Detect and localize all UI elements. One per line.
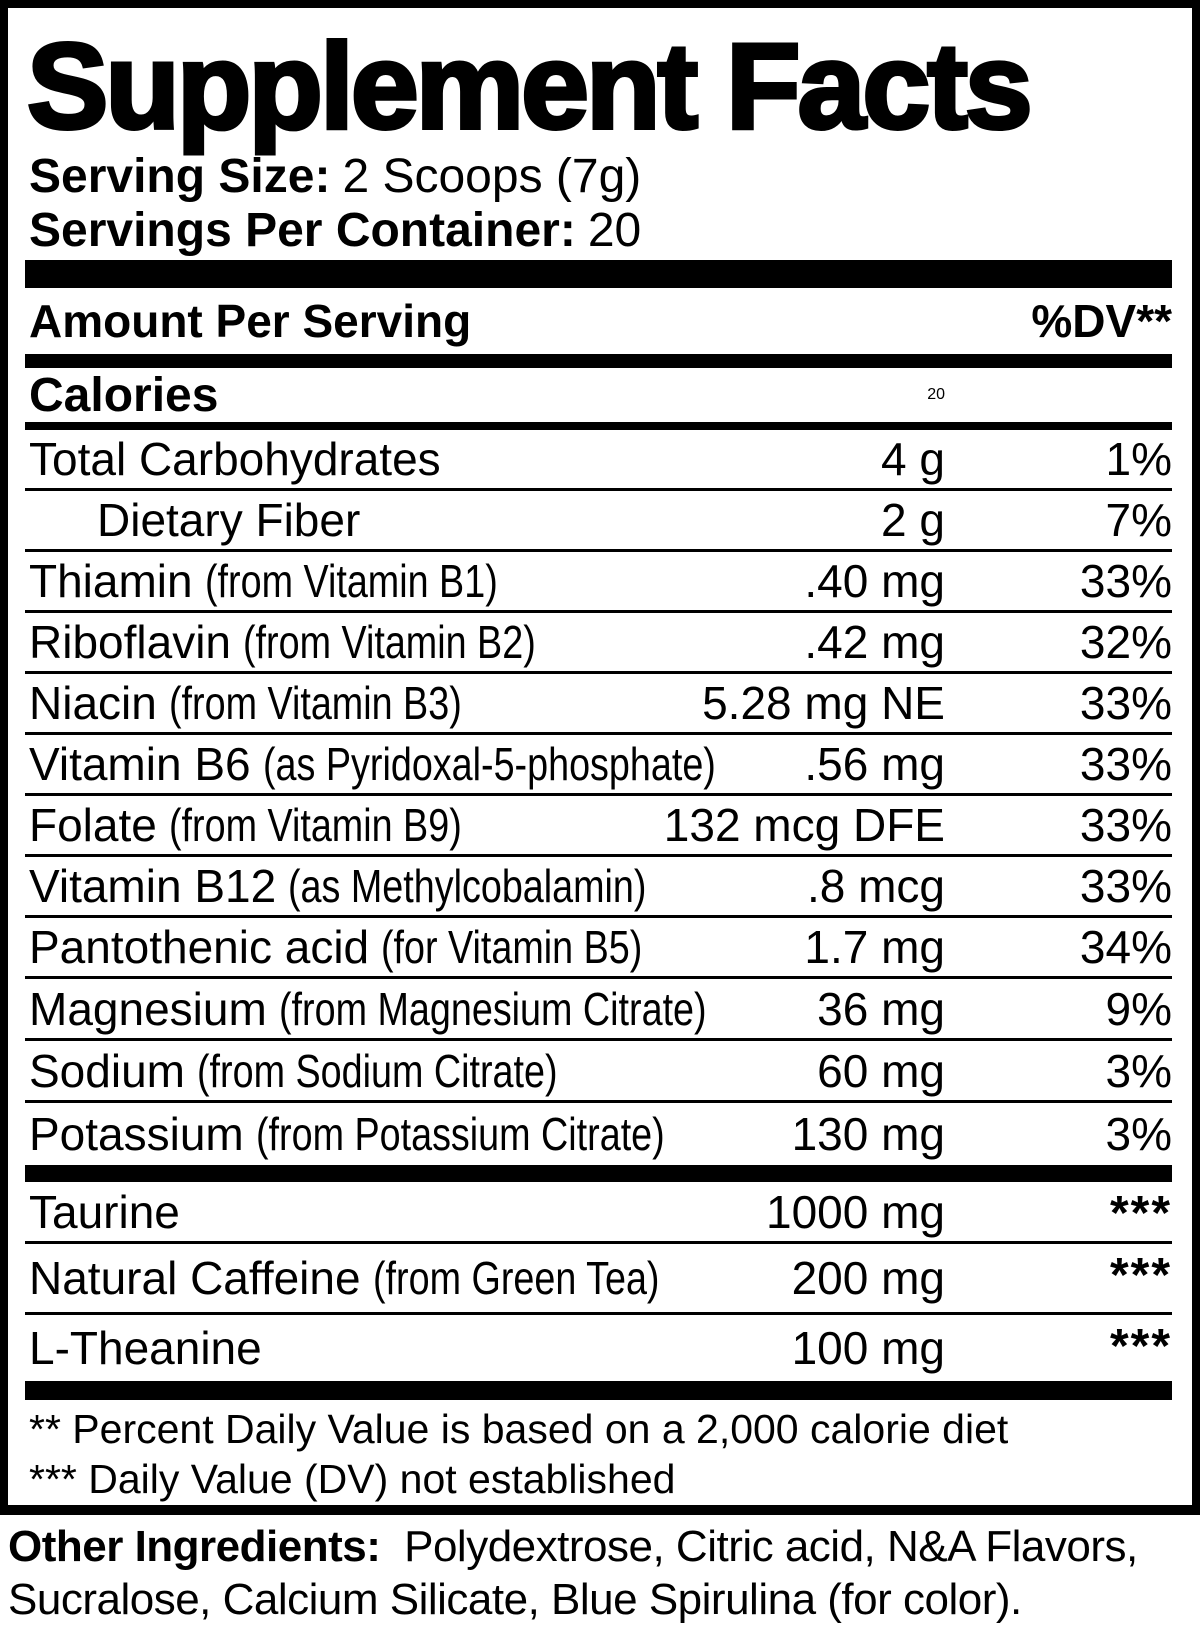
nutrient-detail: (from Vitamin B1) [204,555,498,607]
nutrient-detail: (from Potassium Citrate) [255,1108,665,1160]
nutrient-name: L-Theanine [29,1322,262,1374]
footnotes: ** Percent Daily Value is based on a 2,0… [29,1404,1172,1504]
other-ingredients-line1: Polydextrose, Citric acid, N&A Flavors, [404,1522,1138,1571]
nutrient-row: Folate (from Vitamin B9) 132 mcg DFE 33% [25,796,1172,857]
divider-bar-heavy [25,1381,1172,1400]
nutrient-detail: (from Vitamin B3) [168,677,462,729]
supplement-facts-title: Supplement Facts [25,18,1035,154]
nutrient-row: Vitamin B12 (as Methylcobalamin) .8 mcg … [25,857,1172,918]
nutrient-amount: .42 mg [804,616,945,668]
servings-per-container-value: 20 [587,204,642,257]
nutrient-name: Vitamin B6 [29,738,251,790]
nutrient-name: Taurine [29,1185,180,1238]
other-ingredients-line2: Sucralose, Calcium Silicate, Blue Spirul… [8,1575,1022,1624]
nutrient-name: Vitamin B12 [29,860,277,912]
nutrient-amount: 200 mg [791,1252,945,1304]
serving-size-label: Serving Size: [29,150,331,203]
nutrient-dv: 9% [1105,982,1172,1035]
divider-bar-small [25,422,1172,430]
nutrient-detail: (from Vitamin B9) [168,799,462,851]
nutrient-amount: 1.7 mg [804,921,945,973]
other-ingredients-label: Other Ingredients: [8,1522,381,1571]
nutrient-row: Niacin (from Vitamin B3) 5.28 mg NE 33% [25,674,1172,735]
nutrient-dv: 33% [1079,677,1172,729]
nutrient-name: Dietary Fiber [97,494,361,546]
nutrient-name: Riboflavin [29,616,231,668]
nutrient-detail: (as Methylcobalamin) [288,860,647,912]
nutrient-name: Natural Caffeine [29,1252,361,1304]
nutrient-amount: 5.28 mg NE [702,677,945,729]
nutrient-name: Folate [29,799,157,851]
nutrient-amount: 36 mg [817,982,945,1035]
nutrient-dv: 1% [1105,433,1172,485]
nutrient-row: Pantothenic acid (for Vitamin B5) 1.7 mg… [25,918,1172,979]
nutrient-detail: (from Green Tea) [372,1252,660,1304]
nutrient-name: Total Carbohydrates [29,433,441,485]
calories-row: Calories 20 [25,368,1172,422]
nutrient-name: Sodium [29,1044,185,1097]
nutrient-dv-not-established: *** [1109,1249,1172,1302]
nutrient-name: Magnesium [29,982,267,1035]
nutrient-dv-not-established: *** [1109,1320,1172,1373]
nutrient-dv: 7% [1105,494,1172,546]
nutrient-amount: 60 mg [817,1044,945,1097]
nutrient-name: Pantothenic acid [29,921,370,973]
nutrient-detail: (from Vitamin B2) [243,616,536,668]
nutrient-dv: 33% [1079,738,1172,790]
active-ingredient-row: Taurine 1000 mg *** [25,1182,1172,1244]
divider-bar-heavy [25,1165,1172,1182]
active-ingredient-row: L-Theanine 100 mg *** [25,1315,1172,1381]
nutrient-amount: .56 mg [804,738,945,790]
calories-label: Calories [29,368,219,422]
nutrient-amount: 130 mg [791,1108,945,1160]
nutrient-row: Total Carbohydrates 4 g 1% [25,430,1172,491]
nutrient-row: Vitamin B6 (as Pyridoxal-5-phosphate) .5… [25,735,1172,796]
nutrient-amount: 1000 mg [765,1185,945,1238]
nutrient-dv: 33% [1079,860,1172,912]
column-header-row: Amount Per Serving %DV** [25,288,1172,354]
serving-size-value: 2 Scoops (7g) [342,150,642,203]
nutrient-row: Riboflavin (from Vitamin B2) .42 mg 32% [25,613,1172,674]
divider-bar-heavy [25,260,1172,288]
nutrient-amount: .40 mg [804,555,945,607]
nutrient-dv: 33% [1079,799,1172,851]
nutrient-dv: 3% [1105,1108,1172,1160]
nutrient-detail: (from Magnesium Citrate) [278,982,707,1035]
other-ingredients: Other Ingredients: Polydextrose, Citric … [8,1520,1192,1626]
nutrient-row: Magnesium (from Magnesium Citrate) 36 mg… [25,979,1172,1041]
servings-per-container-line: Servings Per Container: 20 [29,204,1172,258]
panel-content: Supplement Facts Serving Size: 2 Scoops (… [25,8,1172,1504]
nutrient-dv: 33% [1079,555,1172,607]
nutrient-amount: 4 g [881,433,945,485]
nutrient-name: Niacin [29,677,157,729]
nutrient-row: Potassium (from Potassium Citrate) 130 m… [25,1103,1172,1165]
footnote-dv-not-established: *** Daily Value (DV) not established [29,1456,676,1502]
calories-amount: 20 [927,386,945,403]
nutrient-amount: .8 mcg [806,860,945,912]
nutrient-row: Thiamin (from Vitamin B1) .40 mg 33% [25,552,1172,613]
servings-per-container-label: Servings Per Container: [29,204,576,257]
percent-dv-header: %DV** [1031,295,1172,347]
nutrient-detail: (for Vitamin B5) [381,921,643,973]
active-ingredient-row: Natural Caffeine (from Green Tea) 200 mg… [25,1244,1172,1315]
serving-size-line: Serving Size: 2 Scoops (7g) [29,150,1172,204]
footnote-percent-dv: ** Percent Daily Value is based on a 2,0… [29,1406,1009,1452]
nutrient-dv: 32% [1079,616,1172,668]
nutrient-row: Sodium (from Sodium Citrate) 60 mg 3% [25,1041,1172,1103]
divider-bar-medium [25,354,1172,368]
nutrient-row: Dietary Fiber 2 g 7% [25,491,1172,552]
nutrient-name: Potassium [29,1108,244,1160]
supplement-facts-panel: Supplement Facts Serving Size: 2 Scoops (… [0,0,1200,1515]
nutrient-dv-not-established: *** [1109,1187,1172,1240]
amount-per-serving-header: Amount Per Serving [29,295,472,347]
nutrient-detail: (from Sodium Citrate) [196,1044,558,1097]
nutrient-name: Thiamin [29,555,193,607]
nutrient-amount: 100 mg [791,1322,945,1374]
nutrient-detail: (as Pyridoxal-5-phosphate) [262,738,716,790]
nutrient-dv: 34% [1079,921,1172,973]
nutrient-amount: 2 g [881,494,945,546]
nutrient-dv: 3% [1105,1044,1172,1097]
nutrient-amount: 132 mcg DFE [663,799,945,851]
